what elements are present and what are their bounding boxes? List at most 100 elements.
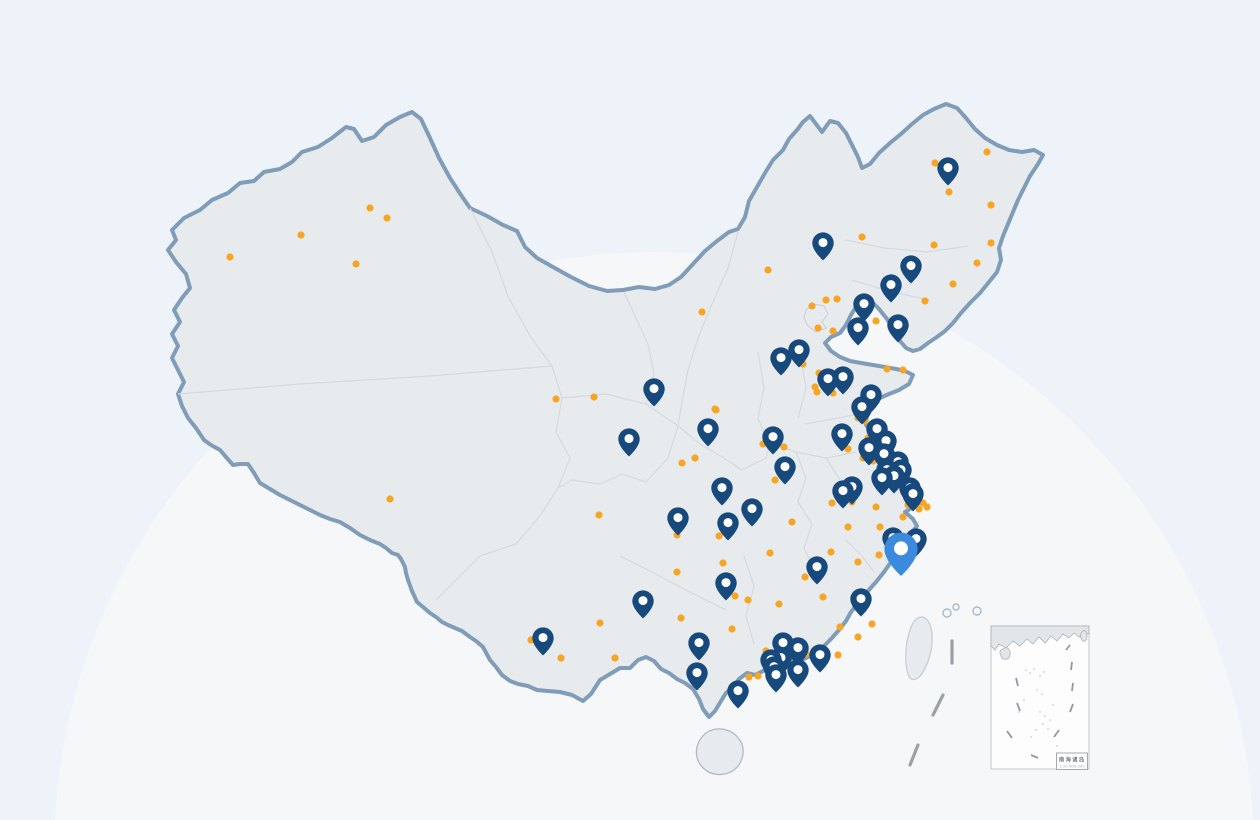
location-pin[interactable] — [788, 339, 810, 368]
inset-taiwan — [1080, 630, 1088, 642]
inset-label-text: 南海诸岛 — [1059, 756, 1085, 764]
location-pin[interactable] — [871, 467, 893, 496]
city-dot — [854, 633, 862, 641]
location-pin[interactable] — [643, 378, 665, 407]
location-pin[interactable] — [902, 483, 924, 512]
location-pin[interactable] — [880, 274, 902, 303]
location-pin[interactable] — [532, 627, 554, 656]
city-dot — [834, 651, 842, 659]
city-dot — [386, 495, 394, 503]
city-dot — [731, 592, 739, 600]
pin-hole — [747, 504, 757, 514]
pin-hole — [866, 390, 876, 400]
location-pin[interactable] — [787, 659, 809, 688]
location-pin[interactable] — [817, 368, 839, 397]
city-dot — [698, 308, 706, 316]
city-dot — [771, 476, 779, 484]
pin-hole — [838, 486, 848, 496]
pin-hole — [723, 518, 733, 528]
location-pin[interactable] — [809, 644, 831, 673]
pin-hole — [733, 686, 743, 696]
location-pin[interactable] — [787, 637, 809, 666]
pin-hole — [768, 432, 778, 442]
location-pin[interactable] — [832, 480, 854, 509]
location-pin[interactable] — [632, 590, 654, 619]
pin-hole — [815, 650, 825, 660]
location-pin[interactable] — [812, 232, 834, 261]
pin-hole — [624, 434, 634, 444]
location-pin[interactable] — [937, 157, 959, 186]
pin-hole — [793, 665, 803, 675]
hainan-island — [695, 728, 744, 776]
pin-hole — [771, 670, 781, 680]
location-pin[interactable] — [688, 632, 710, 661]
pin-hole — [538, 633, 548, 643]
location-pin[interactable] — [727, 680, 749, 709]
city-dot — [677, 614, 685, 622]
location-pin[interactable] — [765, 664, 787, 693]
pin-hole — [908, 489, 918, 499]
location-pin[interactable] — [711, 477, 733, 506]
city-dot — [745, 673, 753, 681]
beijing-outline — [803, 303, 829, 333]
city-dot — [766, 549, 774, 557]
selected-location-pin[interactable] — [884, 532, 918, 576]
city-dot — [691, 454, 699, 462]
pin-hole — [717, 483, 727, 493]
location-pin[interactable] — [770, 347, 792, 376]
location-pin[interactable] — [717, 512, 739, 541]
pin-hole — [776, 353, 786, 363]
location-pin[interactable] — [774, 456, 796, 485]
pin-hole — [818, 238, 828, 248]
location-pin[interactable] — [697, 418, 719, 447]
city-dot — [719, 559, 727, 567]
city-dot — [552, 395, 560, 403]
location-pin[interactable] — [762, 426, 784, 455]
location-pin[interactable] — [741, 498, 763, 527]
pin-hole — [793, 643, 803, 653]
location-pin[interactable] — [686, 662, 708, 691]
city-dot — [973, 259, 981, 267]
inset-dash-line — [1006, 644, 1074, 759]
location-pin[interactable] — [832, 366, 854, 395]
location-pin[interactable] — [618, 428, 640, 457]
location-pin[interactable] — [851, 396, 873, 425]
location-pin[interactable] — [853, 293, 875, 322]
location-pin[interactable] — [667, 507, 689, 536]
city-dot — [930, 241, 938, 249]
pin-hole — [864, 443, 874, 453]
city-dot — [868, 620, 876, 628]
pin-hole — [649, 384, 659, 394]
city-dot — [915, 505, 923, 513]
pin-hole — [638, 596, 648, 606]
city-dot — [383, 214, 391, 222]
pin-hole — [838, 372, 848, 382]
city-dot — [923, 503, 931, 511]
pin-hole — [692, 668, 702, 678]
pin-hole — [859, 299, 869, 309]
location-pin[interactable] — [887, 314, 909, 343]
city-dot — [822, 296, 830, 304]
location-pin[interactable] — [900, 255, 922, 284]
location-pin[interactable] — [715, 572, 737, 601]
location-pin[interactable] — [831, 423, 853, 452]
city-dot — [754, 672, 762, 680]
pin-hole — [943, 163, 953, 173]
location-pin[interactable] — [850, 588, 872, 617]
location-pin[interactable] — [806, 556, 828, 585]
city-dot — [875, 551, 883, 559]
pin-hole — [857, 402, 867, 412]
pin-hole — [837, 429, 847, 439]
pin-hole — [694, 638, 704, 648]
location-pin[interactable] — [847, 317, 869, 346]
city-dot — [945, 188, 953, 196]
inset-hainan — [999, 647, 1011, 660]
city-dot — [226, 253, 234, 261]
city-dot — [557, 654, 565, 662]
inset-scale-text: 1:20 000 000 — [1059, 764, 1085, 769]
city-dot — [819, 593, 827, 601]
taiwan-island — [905, 616, 933, 681]
pin-hole — [856, 594, 866, 604]
